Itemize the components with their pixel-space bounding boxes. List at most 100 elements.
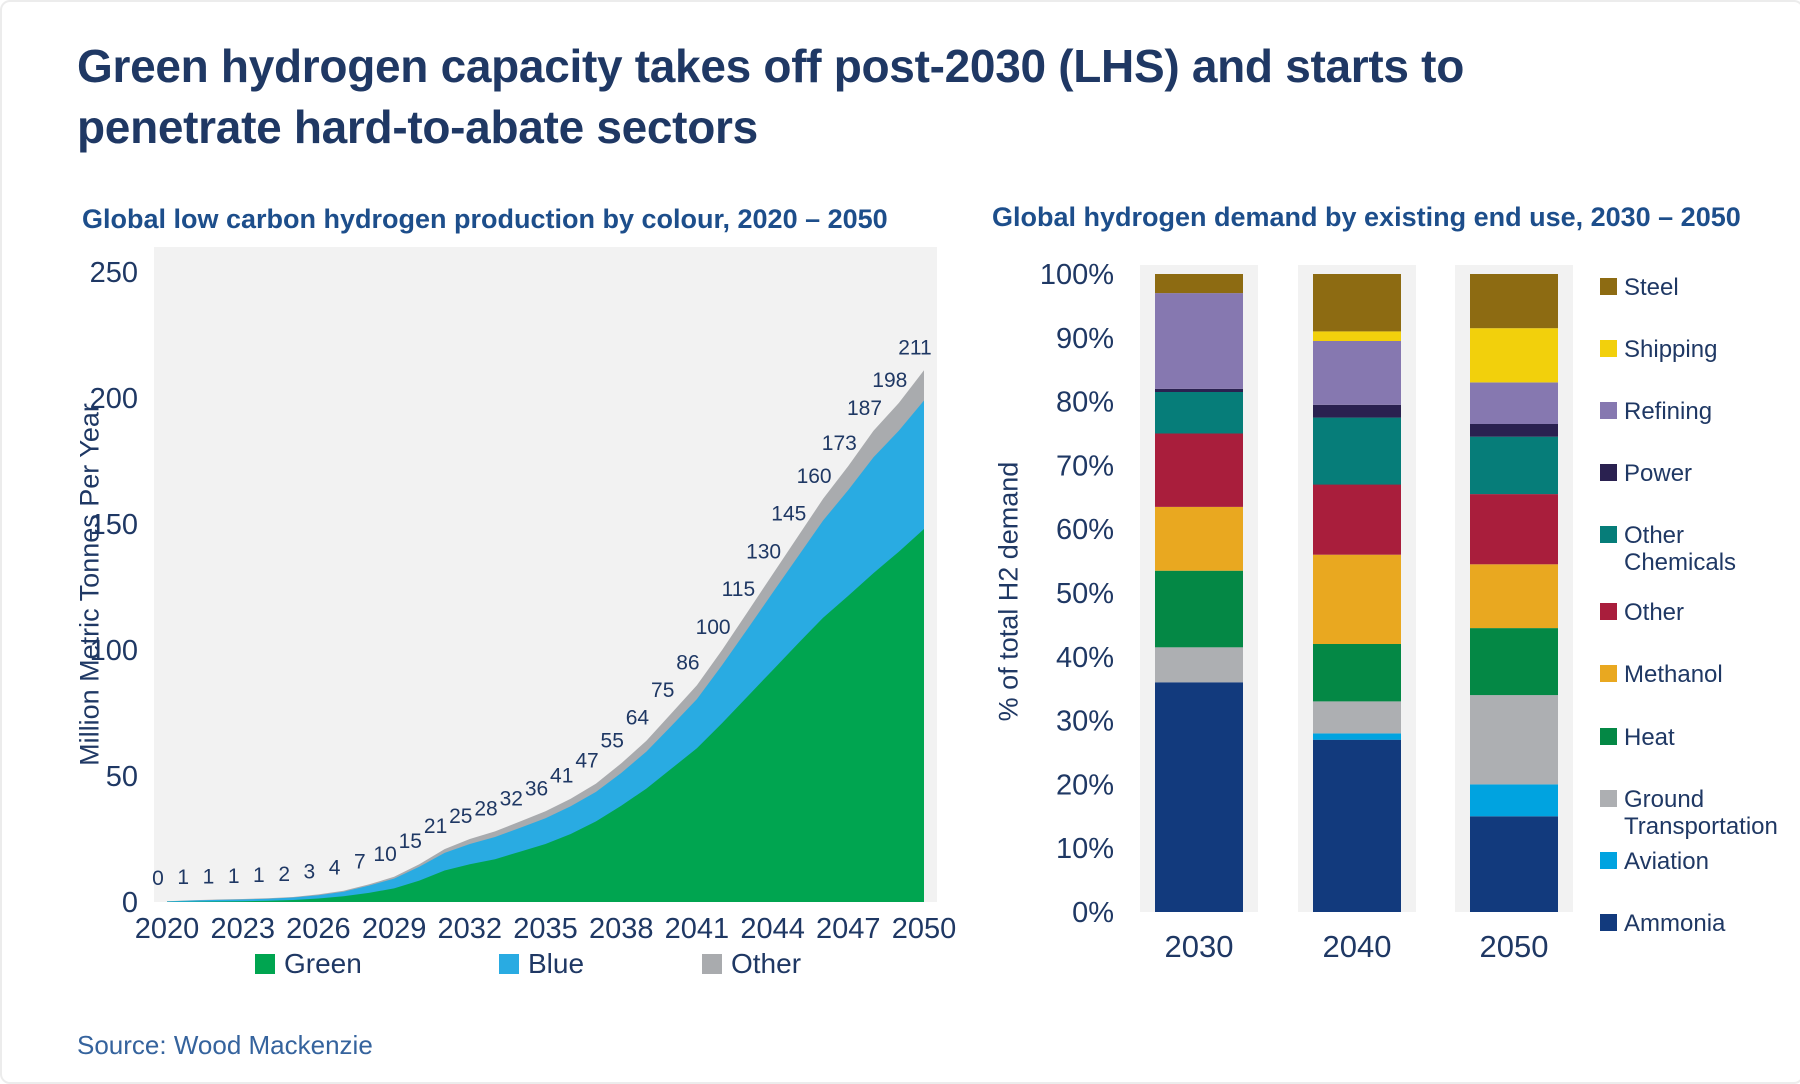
area-x-tick: 2044	[740, 913, 805, 945]
bar-x-label: 2050	[1480, 929, 1549, 964]
page-title-line-1: Green hydrogen capacity takes off post-2…	[77, 40, 1464, 92]
bar-y-tick: 40%	[1056, 642, 1114, 674]
legend-label: Other	[1624, 599, 1685, 626]
bar-segment-steel	[1313, 274, 1401, 332]
area-x-tick: 2020	[135, 913, 200, 945]
area-chart-title: Global low carbon hydrogen production by…	[82, 204, 888, 234]
bar-segment-refining	[1155, 293, 1243, 389]
bar-segment-methanol	[1155, 506, 1243, 571]
bar-segment-aviation	[1313, 733, 1401, 740]
area-y-tick: 50	[106, 761, 138, 793]
bar-legend-ammonia: Ammonia	[1600, 910, 1800, 937]
bar-segment-shipping	[1470, 328, 1558, 383]
legend-label: Other	[731, 948, 802, 979]
area-x-tick: 2026	[286, 913, 351, 945]
bar-legend-other: Other	[1600, 599, 1800, 626]
legend-label: Heat	[1624, 724, 1675, 751]
legend-label: Other Chemicals	[1624, 522, 1737, 577]
legend-label: Blue	[528, 948, 585, 979]
area-value-label: 47	[575, 750, 598, 773]
bar-y-tick: 100%	[1040, 259, 1114, 291]
legend-swatch	[1600, 790, 1617, 807]
area-legend-blue: Blue	[499, 948, 584, 980]
area-series-green	[167, 529, 924, 902]
bar-y-tick: 50%	[1056, 578, 1114, 610]
page-title: Green hydrogen capacity takes off post-2…	[77, 36, 1637, 157]
bar-segment-methanol	[1313, 554, 1401, 644]
legend-swatch	[1600, 852, 1617, 869]
area-value-label: 64	[626, 707, 650, 730]
bar-segment-aviation	[1470, 784, 1558, 817]
area-value-label: 187	[847, 397, 882, 420]
bar-legend-power: Power	[1600, 460, 1800, 487]
bar-x-label: 2040	[1323, 929, 1392, 964]
legend-label: Power	[1624, 460, 1693, 487]
bar-legend-refining: Refining	[1600, 398, 1800, 425]
bar-segment-other-chemicals	[1313, 417, 1401, 485]
area-value-label: 160	[797, 465, 832, 488]
bar-segment-power	[1155, 388, 1243, 392]
bar-segment-other-chemicals	[1155, 392, 1243, 434]
bar-segment-other-chemicals	[1470, 436, 1558, 495]
area-value-label: 198	[872, 369, 907, 392]
bar-legend-other-chemicals: Other Chemicals	[1600, 522, 1800, 576]
area-value-label: 86	[676, 651, 699, 674]
bar-segment-heat	[1155, 570, 1243, 648]
area-legend-green: Green	[255, 948, 362, 980]
bar-legend-ground-transportation: Ground Transportation	[1600, 786, 1800, 840]
area-x-tick: 2047	[816, 913, 881, 945]
bar-segment-steel	[1155, 274, 1243, 294]
bar-legend-aviation: Aviation	[1600, 848, 1800, 875]
bar-segment-ground-transportation	[1470, 695, 1558, 785]
bar-plot-band	[1455, 265, 1573, 912]
bar-segment-ammonia	[1155, 682, 1243, 912]
area-x-tick: 2041	[665, 913, 730, 945]
legend-swatch	[1600, 665, 1617, 682]
area-value-label: 32	[500, 787, 523, 810]
bar-y-tick: 70%	[1056, 450, 1114, 482]
area-value-label: 21	[424, 815, 447, 838]
page-title-line-2: penetrate hard-to-abate sectors	[77, 100, 758, 153]
legend-swatch	[1600, 278, 1617, 295]
bar-segment-heat	[1313, 644, 1401, 702]
area-value-label: 1	[203, 866, 215, 889]
area-value-label: 100	[696, 616, 731, 639]
legend-swatch	[255, 954, 275, 974]
legend-label: Ammonia	[1624, 910, 1726, 937]
bar-segment-ammonia	[1313, 739, 1401, 912]
bar-y-tick: 60%	[1056, 514, 1114, 546]
area-value-label: 2	[278, 863, 290, 886]
bar-segment-ground-transportation	[1313, 701, 1401, 734]
bar-segment-ammonia	[1470, 816, 1558, 912]
area-value-label: 1	[228, 865, 240, 888]
area-value-label: 4	[329, 857, 341, 880]
legend-label: Shipping	[1624, 336, 1718, 363]
area-legend-other: Other	[702, 948, 801, 980]
bar-segment-heat	[1470, 628, 1558, 696]
area-value-label: 55	[601, 729, 624, 752]
area-x-tick: 2035	[513, 913, 578, 945]
legend-label: Refining	[1624, 398, 1713, 425]
legend-swatch	[702, 954, 722, 974]
area-y-tick: 0	[122, 887, 138, 919]
area-value-label: 75	[651, 679, 674, 702]
bar-y-tick: 30%	[1056, 706, 1114, 738]
bar-chart-title: Global hydrogen demand by existing end u…	[992, 202, 1741, 232]
legend-swatch	[499, 954, 519, 974]
legend-swatch	[1600, 603, 1617, 620]
legend-label: Green	[284, 948, 362, 979]
bar-legend-heat: Heat	[1600, 724, 1800, 751]
legend-swatch	[1600, 526, 1617, 543]
bar-segment-power	[1313, 404, 1401, 418]
area-value-label: 3	[304, 860, 316, 883]
area-value-label: 1	[177, 866, 189, 889]
bar-legend-shipping: Shipping	[1600, 336, 1800, 363]
bar-segment-other	[1470, 494, 1558, 565]
area-value-label: 173	[822, 432, 857, 455]
legend-swatch	[1600, 728, 1617, 745]
area-value-label: 15	[399, 830, 422, 853]
legend-swatch	[1600, 464, 1617, 481]
area-plot-background	[154, 247, 937, 902]
